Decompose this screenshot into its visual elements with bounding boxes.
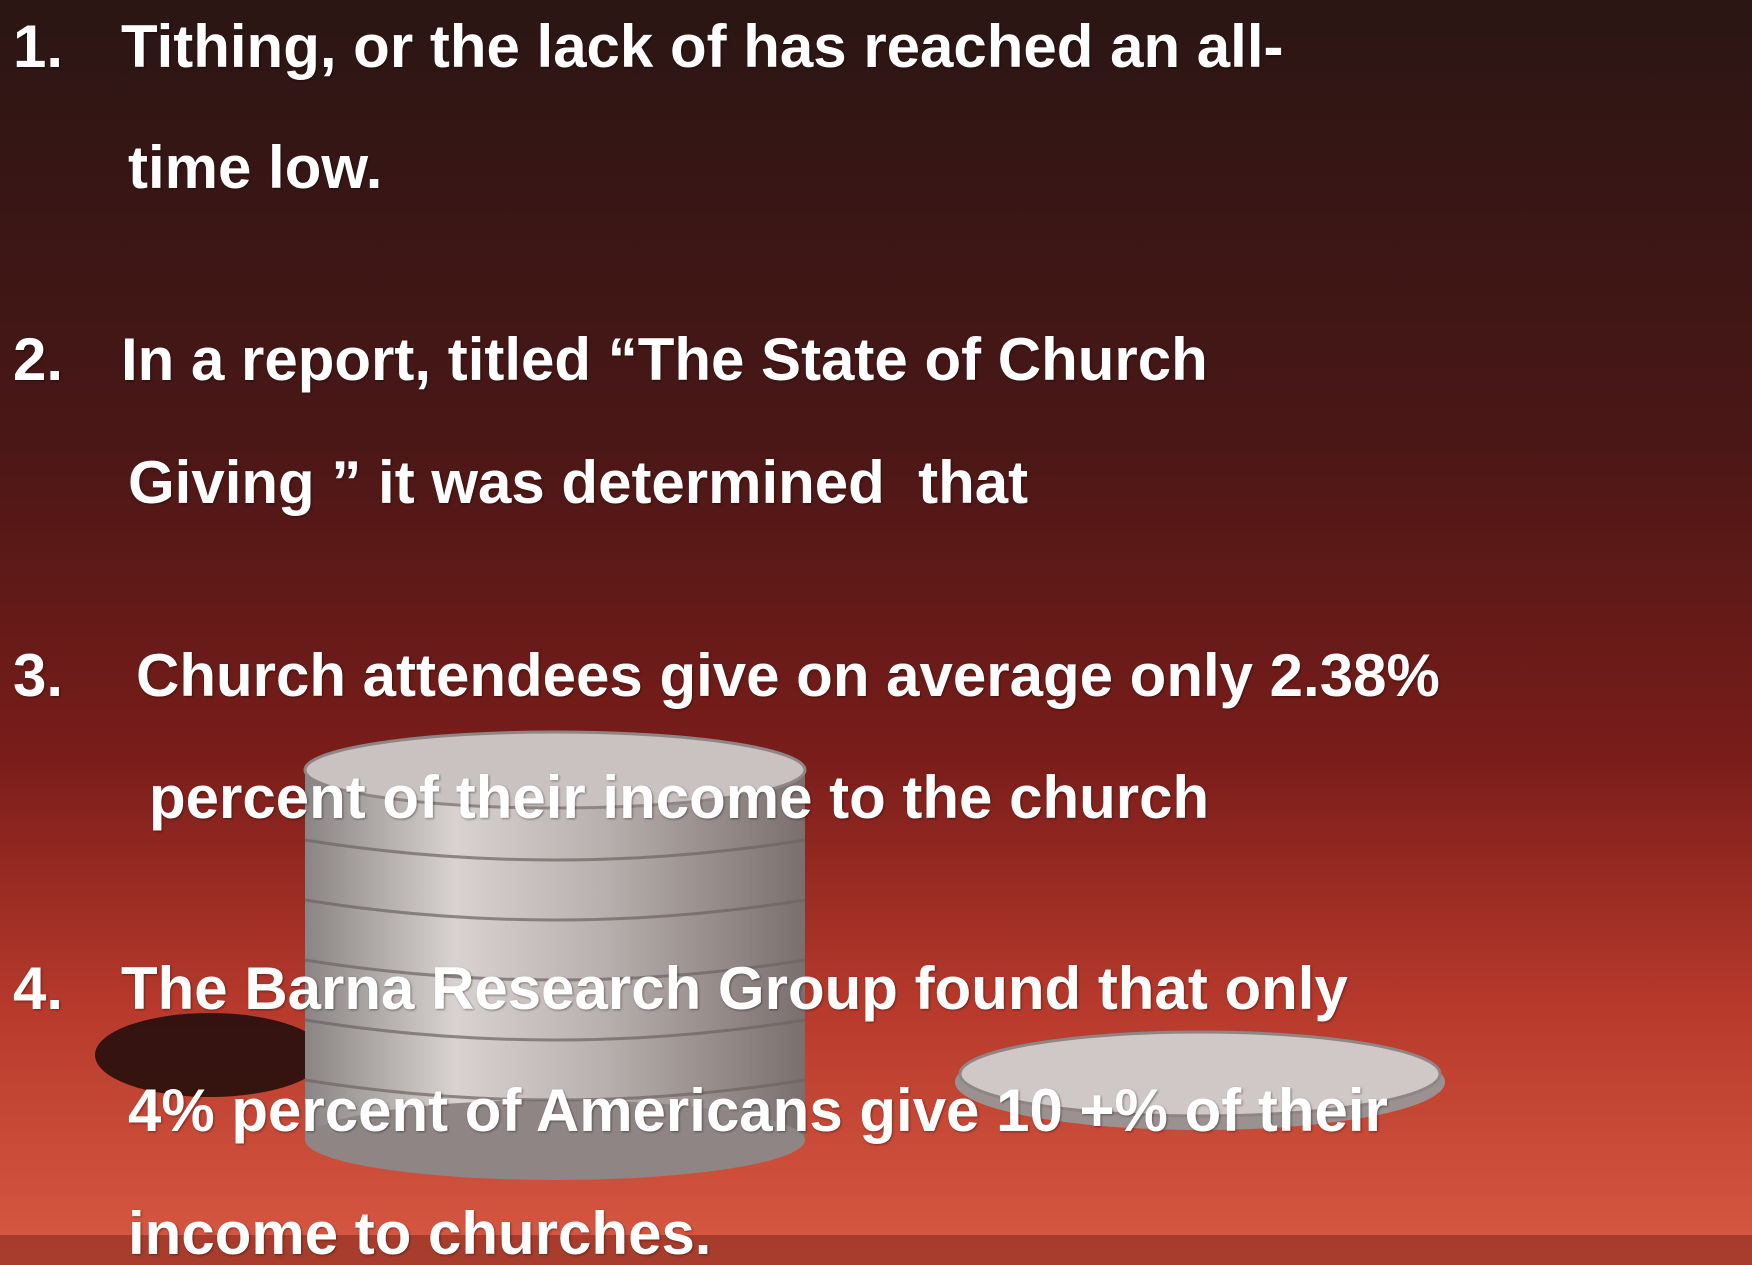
item-text: Church attendees give on average only 2.… <box>136 642 1440 709</box>
item-text: 4% percent of Americans give 10 +% of th… <box>128 1077 1388 1144</box>
item-text: Tithing, or the lack of has reached an a… <box>121 13 1284 80</box>
item-text: In a report, titled “The State of Church <box>121 326 1208 393</box>
item-text: time low. <box>128 134 383 201</box>
coin-stack <box>303 730 807 1180</box>
shadow <box>95 1013 325 1097</box>
item-number: 3. <box>13 642 64 709</box>
item-number: 4. <box>13 955 64 1022</box>
item-number: 1. <box>13 13 64 80</box>
item-text: Giving ” it was determined that <box>128 449 1029 516</box>
coin <box>958 1030 1442 1118</box>
item-text: income to churches. <box>128 1200 712 1265</box>
item-text: The Barna Research Group found that only <box>121 955 1348 1022</box>
item-text: percent of their income to the church <box>149 764 1210 831</box>
item-number: 2. <box>13 326 64 393</box>
